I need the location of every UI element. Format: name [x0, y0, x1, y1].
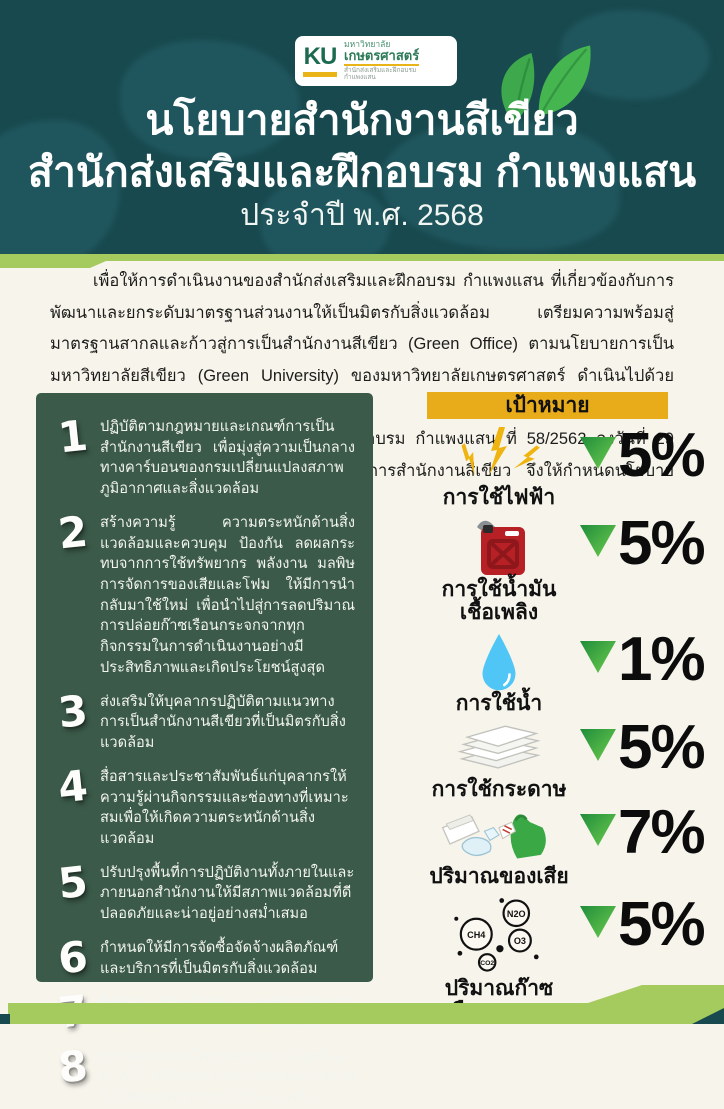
header-banner: KU มหาวิทยาลัย เกษตรศาสตร์ สำนักส่งเสริม… [0, 0, 724, 254]
policy-item-8: 8 ประชุมทบทวนโดยบริหารอย่างน้อยปีละ 1 คร… [50, 1040, 355, 1109]
goals-banner: เป้าหมาย [427, 392, 668, 419]
policy-item-3: 3 ส่งเสริมให้บุคลากรปฏิบัติตามแนวทางการเ… [50, 685, 355, 754]
gas-label-ch4: CH4 [467, 930, 485, 940]
intro-paragraph-1: เพื่อให้การดำเนินงานของสำนักส่งเสริมและฝ… [50, 272, 674, 417]
ku-logo-underline [303, 72, 337, 77]
world-map-decoration [120, 40, 300, 160]
waste-icon [441, 814, 546, 859]
goal-row-electricity: การใช้ไฟฟ้า 5% [420, 421, 720, 515]
policy-number: 6 [55, 931, 91, 984]
gas-label-o3: O3 [514, 936, 526, 946]
ku-logo-badge: KU มหาวิทยาลัย เกษตรศาสตร์ สำนักส่งเสริม… [295, 36, 457, 86]
decrease-arrow-icon [580, 814, 616, 846]
goal-value-fuel: 5% [618, 509, 706, 578]
goal-label-fuel: การใช้น้ำมัน เชื้อเพลิง [441, 578, 557, 624]
goal-value-electricity: 5% [618, 421, 706, 490]
lightning-icon [461, 427, 540, 476]
policy-item-1: 1 ปฏิบัติตามกฎหมายและเกณฑ์การเป็นสำนักงา… [50, 410, 355, 500]
world-map-decoration [380, 120, 620, 250]
poster-title-line1: นโยบายสำนักงานสีเขียว [145, 97, 579, 143]
goal-label-fuel-line2: เชื้อเพลิง [459, 600, 539, 624]
goal-label-gas-line1: ปริมาณก๊าซ [444, 977, 554, 1000]
goal-row-greenhouse-gas: CH4 N2O O3 CO2 ปริมาณก๊าซ เรือนกระจก 5% [420, 890, 720, 1023]
policy-number: 1 [55, 410, 91, 463]
decrease-arrow-icon [580, 729, 616, 761]
decrease-arrow-icon [580, 906, 616, 938]
policy-text: ประชุมทบทวนโดยบริหารอย่างน้อยปีละ 1 ครั้… [100, 1048, 355, 1107]
goal-value-waste: 7% [618, 798, 706, 867]
goal-row-water: การใช้น้ำ 1% [420, 625, 720, 719]
goal-row-paper: การใช้กระดาษ 5% [420, 713, 720, 804]
goal-row-fuel: การใช้น้ำมัน เชื้อเพลิง 5% [420, 509, 720, 631]
greenhouse-gas-icon: CH4 N2O O3 CO2 [454, 898, 539, 972]
policy-text: กำหนดให้มีการจัดซื้อจัดจ้างผลิตภัณฑ์และบ… [100, 939, 339, 977]
policy-text: สื่อสารและประชาสัมพันธ์แก่บุคลากรให้ความ… [100, 768, 349, 847]
gas-label-n2o: N2O [507, 909, 526, 919]
paper-stack-icon [457, 725, 541, 769]
ku-logo-university-line2: เกษตรศาสตร์ [344, 49, 420, 66]
policy-text: ปรับปรุงพื้นที่การปฏิบัติงานทั้งภายในและ… [100, 864, 355, 923]
world-map-decoration [0, 120, 120, 254]
policy-item-2: 2 สร้างความรู้ ความตระหนักด้านสิ่งแวดล้อ… [50, 506, 355, 679]
decrease-arrow-icon [580, 525, 616, 557]
world-map-decoration [260, 180, 390, 254]
policy-text: ส่งเสริมให้บุคลากรปฏิบัติตามแนวทางการเป็… [100, 693, 346, 752]
goals-column: เป้าหมาย การใช้ไฟฟ้า 5% [420, 392, 720, 1023]
goal-label-water: การใช้น้ำ [455, 692, 543, 715]
ku-logo-university-line1: มหาวิทยาลัย [344, 39, 391, 50]
policy-number: 2 [55, 506, 91, 559]
goal-label-waste: ปริมาณของเสีย [429, 865, 569, 888]
goal-label-paper: การใช้กระดาษ [431, 778, 567, 801]
policy-item-5: 5 ปรับปรุงพื้นที่การปฏิบัติงานทั้งภายในแ… [50, 856, 355, 925]
policy-text: สร้างความรู้ ความตระหนักด้านสิ่งแวดล้อมแ… [100, 514, 355, 676]
decrease-arrow-icon [580, 641, 616, 673]
policy-text: ปฏิบัติตามกฎหมายและเกณฑ์การเป็นสำนักงานส… [100, 419, 355, 498]
header-accent-block [0, 261, 106, 268]
goal-value-greenhouse-gas: 5% [618, 890, 706, 959]
header-accent-strip [0, 254, 724, 261]
policy-number: 3 [55, 685, 91, 738]
policy-panel: 1 ปฏิบัติตามกฎหมายและเกณฑ์การเป็นสำนักงา… [36, 393, 373, 1106]
policy-number: 8 [55, 1040, 91, 1093]
footer-corner-square [0, 1014, 10, 1024]
ku-logo-letters: KU [303, 43, 338, 70]
water-drop-icon [482, 634, 516, 691]
poster-title-year: ประจำปี พ.ศ. 2568 [240, 199, 484, 232]
leaves-icon [501, 45, 591, 123]
goal-label-fuel-line1: การใช้น้ำมัน [441, 578, 557, 601]
ku-logo-mark: KU [303, 45, 337, 77]
gas-label-co2: CO2 [480, 960, 494, 967]
policy-number: 4 [55, 760, 91, 813]
policy-item-6: 6 กำหนดให้มีการจัดซื้อจัดจ้างผลิตภัณฑ์แล… [50, 931, 355, 984]
poster-title-line2: สำนักส่งเสริมและฝึกอบรม กำแพงแสน [27, 149, 697, 195]
policy-item-4: 4 สื่อสารและประชาสัมพันธ์แก่บุคลากรให้คว… [50, 760, 355, 850]
goal-value-water: 1% [618, 625, 706, 694]
goal-value-paper: 5% [618, 713, 706, 782]
policy-number: 5 [55, 856, 91, 909]
ku-logo-office-line: สำนักส่งเสริมและฝึกอบรม กำแพงแสน [344, 66, 417, 81]
goal-label-electricity: การใช้ไฟฟ้า [442, 486, 556, 509]
goal-row-waste: ปริมาณของเสีย 7% [420, 798, 720, 896]
decrease-arrow-icon [580, 437, 616, 469]
fuel-can-icon [477, 520, 525, 575]
